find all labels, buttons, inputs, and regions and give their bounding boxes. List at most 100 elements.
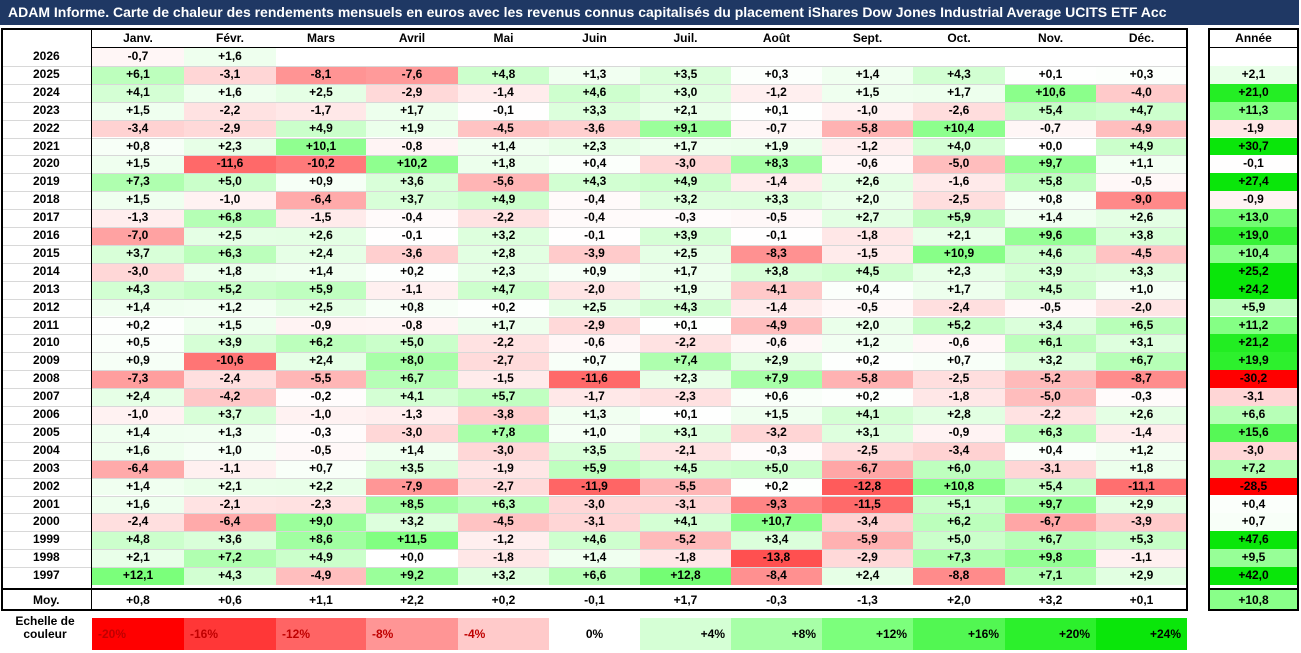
heatmap-cell: +1,4 bbox=[822, 65, 913, 84]
average-cell: -0,3 bbox=[766, 593, 787, 607]
year-label: 2022 bbox=[33, 120, 60, 135]
heatmap-cell: -1,8 bbox=[822, 227, 913, 245]
heatmap-cell: +4,9 bbox=[1096, 137, 1187, 156]
heatmap-cell: +0,4 bbox=[822, 280, 913, 299]
heatmap-cell: +5,4 bbox=[1005, 101, 1096, 120]
heatmap-cell: -5,2 bbox=[640, 531, 731, 550]
heatmap-cell: +6,2 bbox=[913, 513, 1005, 532]
heatmap-cell: +10,1 bbox=[276, 137, 366, 156]
year-column-divider bbox=[91, 28, 92, 611]
annual-cell: +9,5 bbox=[1209, 549, 1298, 568]
annual-cell: +7,2 bbox=[1209, 459, 1298, 478]
heatmap-cell: +7,3 bbox=[913, 549, 1005, 568]
heatmap-cell: -2,9 bbox=[549, 316, 640, 335]
row-divider bbox=[2, 495, 1187, 497]
heatmap-cell: +4,3 bbox=[92, 280, 184, 299]
heatmap-cell: -3,1 bbox=[549, 513, 640, 532]
heatmap-cell: +5,8 bbox=[1005, 173, 1096, 192]
annual-cell: -30,2 bbox=[1209, 370, 1298, 389]
average-cell: +0,2 bbox=[491, 593, 516, 607]
heatmap-cell: +1,3 bbox=[549, 65, 640, 84]
row-divider bbox=[2, 316, 1187, 318]
heatmap-cell: -1,2 bbox=[731, 83, 822, 102]
heatmap-cell: +5,9 bbox=[276, 280, 366, 299]
heatmap-cell: +2,8 bbox=[458, 244, 549, 263]
heatmap-cell: -3,1 bbox=[184, 65, 276, 84]
heatmap-cell: +4,9 bbox=[458, 191, 549, 210]
heatmap-cell: -0,5 bbox=[1005, 298, 1096, 317]
heatmap-cell: +0,3 bbox=[1096, 65, 1187, 84]
heatmap-cell: -4,2 bbox=[184, 388, 276, 406]
year-label: 2001 bbox=[33, 496, 60, 511]
heatmap-cell: +5,9 bbox=[913, 209, 1005, 227]
color-scale-step: +4% bbox=[640, 618, 731, 650]
annual-cell: -28,5 bbox=[1209, 477, 1298, 496]
color-scale-step: +8% bbox=[731, 618, 822, 650]
heatmap-cell: -0,5 bbox=[1096, 173, 1187, 192]
heatmap-cell: +8,5 bbox=[366, 495, 458, 514]
heatmap-cell: -0,4 bbox=[549, 191, 640, 210]
heatmap-cell: +0,2 bbox=[731, 477, 822, 496]
color-scale-step: -16% bbox=[184, 618, 276, 650]
annual-cell: -0,9 bbox=[1209, 191, 1298, 210]
heatmap-cell: -4,0 bbox=[1096, 83, 1187, 102]
heatmap-cell: +3,3 bbox=[1096, 262, 1187, 281]
heatmap-cell: +3,5 bbox=[640, 65, 731, 84]
heatmap-cell: +3,6 bbox=[366, 173, 458, 192]
heatmap-cell: -0,9 bbox=[276, 316, 366, 335]
annual-cell: +21,0 bbox=[1209, 83, 1298, 102]
heatmap-cell: +2,9 bbox=[1096, 495, 1187, 514]
heatmap-cell: +0,1 bbox=[640, 406, 731, 424]
heatmap-cell: -5,6 bbox=[458, 173, 549, 192]
heatmap-cell: -2,6 bbox=[913, 101, 1005, 120]
month-header: Avril bbox=[366, 29, 458, 48]
heatmap-cell: +3,2 bbox=[458, 227, 549, 245]
heatmap-cell: +2,6 bbox=[1096, 406, 1187, 424]
heatmap-cell: -1,1 bbox=[1096, 549, 1187, 568]
heatmap-cell: +4,1 bbox=[640, 513, 731, 532]
heatmap-cell: -9,3 bbox=[731, 495, 822, 514]
heatmap-cell: -2,7 bbox=[458, 477, 549, 496]
heatmap-cell: +4,1 bbox=[92, 83, 184, 102]
heatmap-cell: +2,5 bbox=[276, 298, 366, 317]
heatmap-cell: +0,9 bbox=[276, 173, 366, 192]
annual-cell: +0,7 bbox=[1209, 513, 1298, 532]
color-scale-step: +12% bbox=[822, 618, 913, 650]
heatmap-cell: +3,2 bbox=[640, 191, 731, 210]
heatmap-cell: +0,4 bbox=[1005, 441, 1096, 460]
heatmap-cell: -0,3 bbox=[1096, 388, 1187, 406]
year-label: 2018 bbox=[33, 192, 60, 207]
heatmap-cell: -0,5 bbox=[731, 209, 822, 227]
heatmap-cell: +1,4 bbox=[92, 477, 184, 496]
heatmap-cell: +1,5 bbox=[92, 155, 184, 174]
heatmap-cell: +4,3 bbox=[549, 173, 640, 192]
heatmap-cell: +4,3 bbox=[184, 567, 276, 585]
heatmap-cell bbox=[822, 48, 913, 66]
heatmap-cell: -2,4 bbox=[92, 513, 184, 532]
heatmap-cell: -2,2 bbox=[1005, 406, 1096, 424]
heatmap-cell: -0,3 bbox=[640, 209, 731, 227]
heatmap-cell: -4,9 bbox=[1096, 119, 1187, 138]
heatmap-cell: +0,7 bbox=[276, 459, 366, 478]
heatmap-cell: +3,6 bbox=[184, 531, 276, 550]
heatmap-cell: -6,4 bbox=[276, 191, 366, 210]
heatmap-cell: -0,6 bbox=[549, 334, 640, 353]
color-scale-label: Echelle de couleur bbox=[15, 614, 75, 641]
heatmap-cell: -2,5 bbox=[913, 191, 1005, 210]
annual-cell: +25,2 bbox=[1209, 262, 1298, 281]
month-header: Janv. bbox=[92, 29, 184, 48]
heatmap-cell: -0,6 bbox=[913, 334, 1005, 353]
heatmap-cell: +2,1 bbox=[913, 227, 1005, 245]
heatmap-cell: +5,7 bbox=[458, 388, 549, 406]
heatmap-cell: +1,5 bbox=[822, 83, 913, 102]
average-label: Moy. bbox=[33, 593, 60, 607]
heatmap-cell: +9,0 bbox=[276, 513, 366, 532]
heatmap-cell: -0,6 bbox=[822, 155, 913, 174]
heatmap-cell: +3,9 bbox=[1005, 262, 1096, 281]
year-label: 2015 bbox=[33, 245, 60, 260]
heatmap-cell: +3,4 bbox=[1005, 316, 1096, 335]
heatmap-cell: +5,1 bbox=[913, 495, 1005, 514]
heatmap-cell: -0,7 bbox=[92, 48, 184, 66]
average-cell: -1,3 bbox=[857, 593, 878, 607]
heatmap-cell bbox=[731, 48, 822, 66]
